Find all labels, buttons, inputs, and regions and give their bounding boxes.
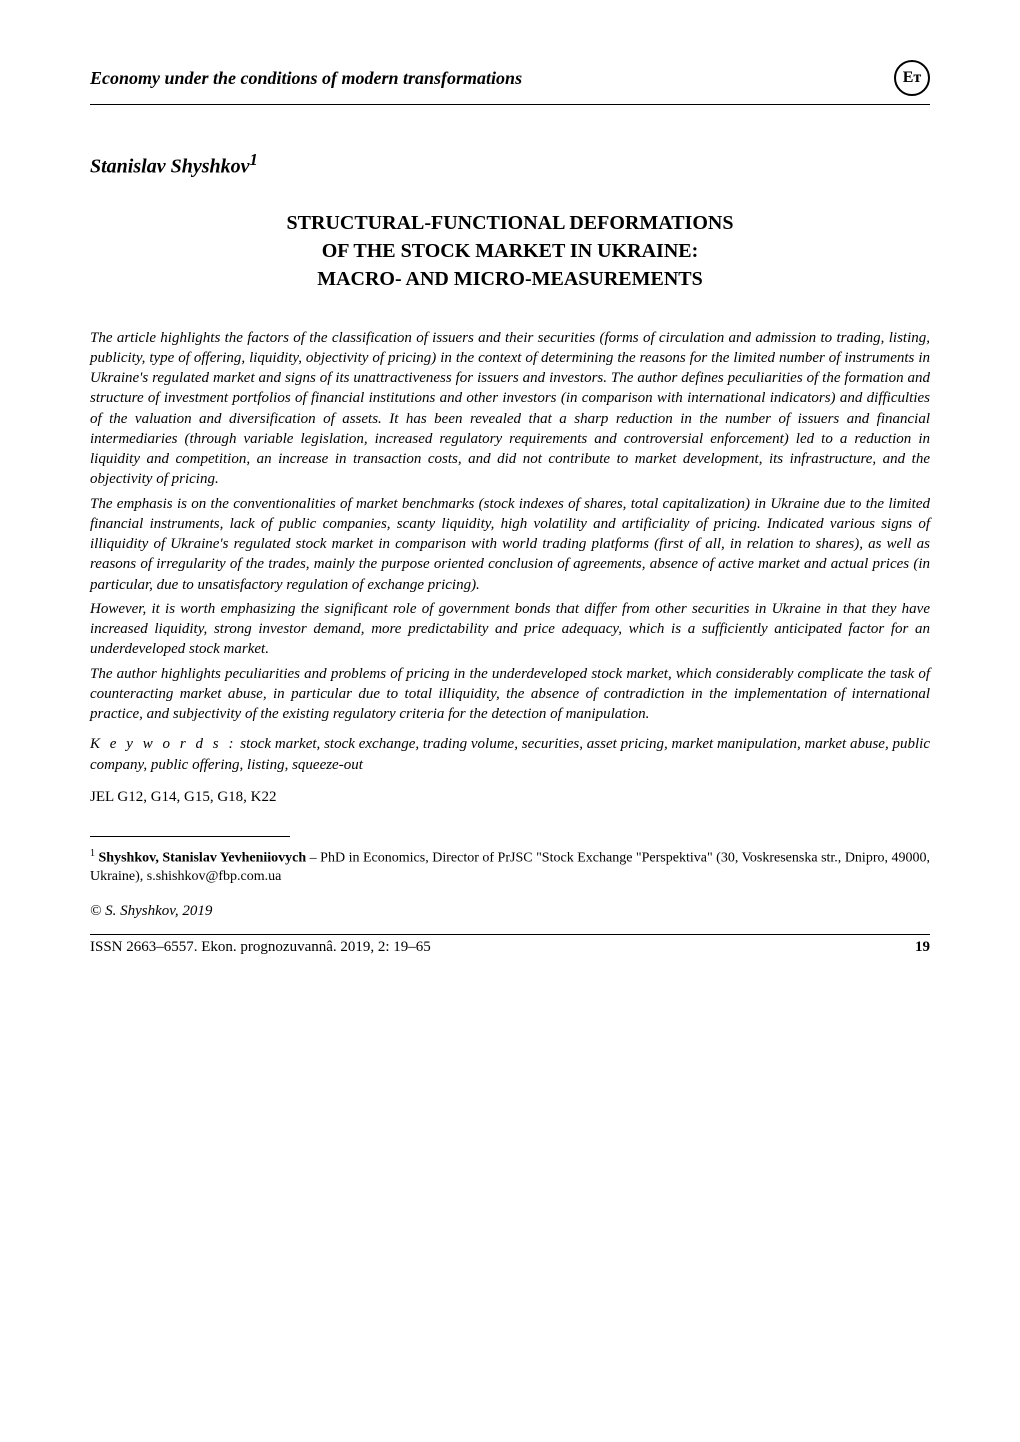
abstract-paragraph-4: The author highlights peculiarities and … — [90, 664, 930, 725]
author-footnote: 1 Shyshkov, Stanislav Yevheniiovych – Ph… — [90, 847, 930, 887]
keywords-label: K e y w o r d s : — [90, 736, 236, 752]
author-text: Stanislav Shyshkov — [90, 156, 249, 178]
page-number: 19 — [915, 939, 930, 956]
footnote-marker: 1 — [249, 150, 257, 169]
abstract-paragraph-3: However, it is worth emphasizing the sig… — [90, 599, 930, 660]
jel-codes: JEL G12, G14, G15, G18, K22 — [90, 789, 930, 806]
footnote-number: 1 — [90, 848, 95, 859]
section-title: Economy under the conditions of modern t… — [90, 68, 522, 89]
copyright-notice: © S. Shyshkov, 2019 — [90, 903, 930, 920]
footer-citation: ISSN 2663–6557. Ekon. prognozuvannâ. 201… — [90, 939, 431, 956]
footnote-author-name: Shyshkov, Stanislav Yevheniiovych — [99, 851, 307, 866]
footnote-separator — [90, 836, 290, 837]
article-title: STRUCTURAL-FUNCTIONAL DEFORMATIONS OF TH… — [90, 209, 930, 293]
author-name: Stanislav Shyshkov1 — [90, 150, 930, 179]
title-line-3: MACRO- AND MICRO-MEASUREMENTS — [90, 265, 930, 293]
journal-logo: Ет — [894, 60, 930, 96]
abstract-paragraph-1: The article highlights the factors of th… — [90, 328, 930, 490]
title-line-2: OF THE STOCK MARKET IN UKRAINE: — [90, 237, 930, 265]
keywords: K e y w o r d s : stock market, stock ex… — [90, 734, 930, 775]
page-footer: ISSN 2663–6557. Ekon. prognozuvannâ. 201… — [90, 934, 930, 956]
abstract-paragraph-2: The emphasis is on the conventionalities… — [90, 494, 930, 595]
page-header: Economy under the conditions of modern t… — [90, 60, 930, 105]
title-line-1: STRUCTURAL-FUNCTIONAL DEFORMATIONS — [90, 209, 930, 237]
